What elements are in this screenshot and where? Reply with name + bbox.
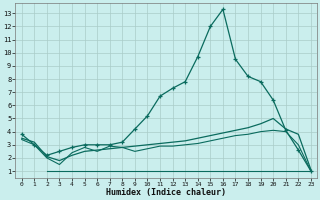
X-axis label: Humidex (Indice chaleur): Humidex (Indice chaleur): [106, 188, 226, 197]
